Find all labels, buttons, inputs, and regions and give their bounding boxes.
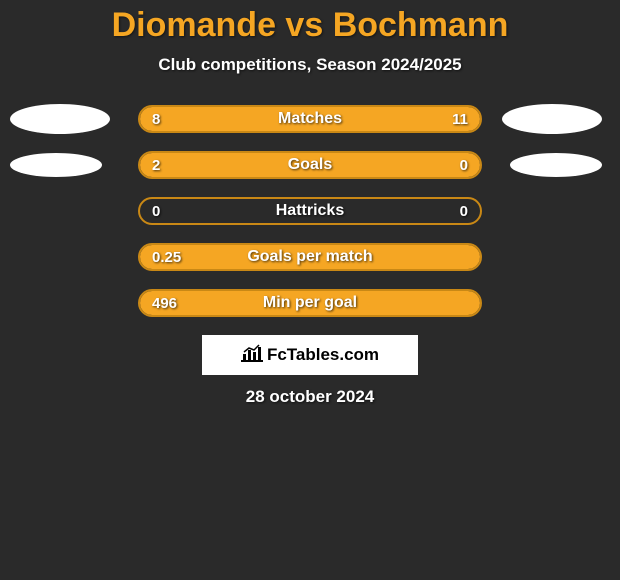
stat-row: 811Matches <box>0 105 620 133</box>
stat-bar: 00Hattricks <box>138 197 482 225</box>
date-label: 28 october 2024 <box>0 387 620 407</box>
chart-icon <box>241 344 263 367</box>
stats-list: 811Matches 20Goals 00Hattricks 0.25Goals pe… <box>0 105 620 317</box>
stat-label: Hattricks <box>140 199 480 223</box>
player-right-marker <box>510 153 602 177</box>
source-logo: FcTables.com <box>202 335 418 375</box>
logo-label: FcTables.com <box>267 345 379 365</box>
comparison-widget: Diomande vs Bochmann Club competitions, … <box>0 0 620 407</box>
stat-bar: 811Matches <box>138 105 482 133</box>
player-right-marker <box>502 104 602 134</box>
subtitle: Club competitions, Season 2024/2025 <box>0 55 620 75</box>
player-left-marker <box>10 153 102 177</box>
stat-row: 496Min per goal <box>0 289 620 317</box>
stat-label: Goals <box>140 153 480 177</box>
stat-row: 00Hattricks <box>0 197 620 225</box>
stat-bar: 496Min per goal <box>138 289 482 317</box>
page-title: Diomande vs Bochmann <box>0 6 620 45</box>
stat-row: 20Goals <box>0 151 620 179</box>
stat-label: Matches <box>140 107 480 131</box>
stat-bar: 20Goals <box>138 151 482 179</box>
stat-label: Goals per match <box>140 245 480 269</box>
stat-row: 0.25Goals per match <box>0 243 620 271</box>
logo-text: FcTables.com <box>241 344 379 367</box>
player-left-marker <box>10 104 110 134</box>
stat-label: Min per goal <box>140 291 480 315</box>
stat-bar: 0.25Goals per match <box>138 243 482 271</box>
